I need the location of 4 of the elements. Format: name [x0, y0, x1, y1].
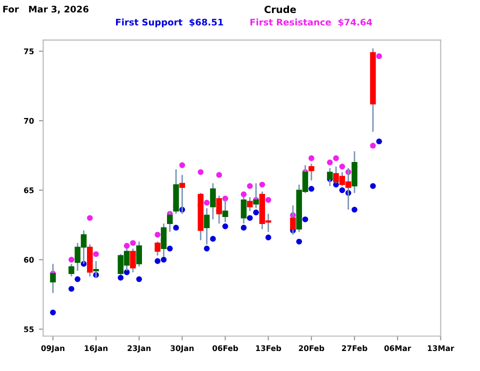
- text: First Resistance $74.64: [250, 18, 372, 27]
- text: First Support $68.51: [116, 18, 224, 28]
- text: For Mar 3, 2026: [3, 6, 88, 14]
- chart-title: Crude: [264, 6, 296, 14]
